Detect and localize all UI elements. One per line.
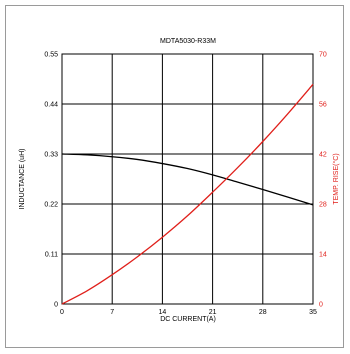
y-axis-right-label: TEMP. RISE(°C) <box>332 153 340 204</box>
series-layer <box>61 83 314 305</box>
x-tick-label: 35 <box>309 309 317 316</box>
plot-border <box>61 53 314 305</box>
y-right-tick-label: 14 <box>319 252 327 259</box>
y-axis-left-label: INDUCTANCE (uH) <box>19 149 26 210</box>
y-right-tick-label: 56 <box>319 102 327 109</box>
y-left-tick-label: 0.22 <box>44 202 58 209</box>
y-left-tick-label: 0.44 <box>44 102 58 109</box>
y-left-tick-label: 0.33 <box>44 152 58 159</box>
inductance-line <box>61 153 314 206</box>
x-axis-label: DC CURRENT(A) <box>160 316 216 323</box>
y-left-tick-label: 0.11 <box>45 252 58 259</box>
y-right-tick-label: 42 <box>319 152 327 159</box>
x-tick-label: 28 <box>259 309 267 316</box>
x-tick-label: 0 <box>60 309 64 316</box>
temp-rise-line <box>61 83 314 305</box>
y-right-tick-label: 70 <box>319 52 327 59</box>
y-right-tick-label: 0 <box>319 302 323 309</box>
y-left-tick-label: 0 <box>54 302 58 309</box>
x-tick-label: 21 <box>209 309 217 316</box>
y-right-tick-label: 28 <box>319 202 327 209</box>
y-left-tick-label: 0.55 <box>44 52 58 59</box>
x-tick-label: 14 <box>159 309 167 316</box>
x-tick-label: 7 <box>110 309 114 316</box>
grid <box>62 54 313 304</box>
ticks-layer: 0 7 14 21 28 3500.110.220.330.440.55014284256… <box>44 52 327 317</box>
chart-title: MDTA5030-R33M <box>160 38 216 45</box>
